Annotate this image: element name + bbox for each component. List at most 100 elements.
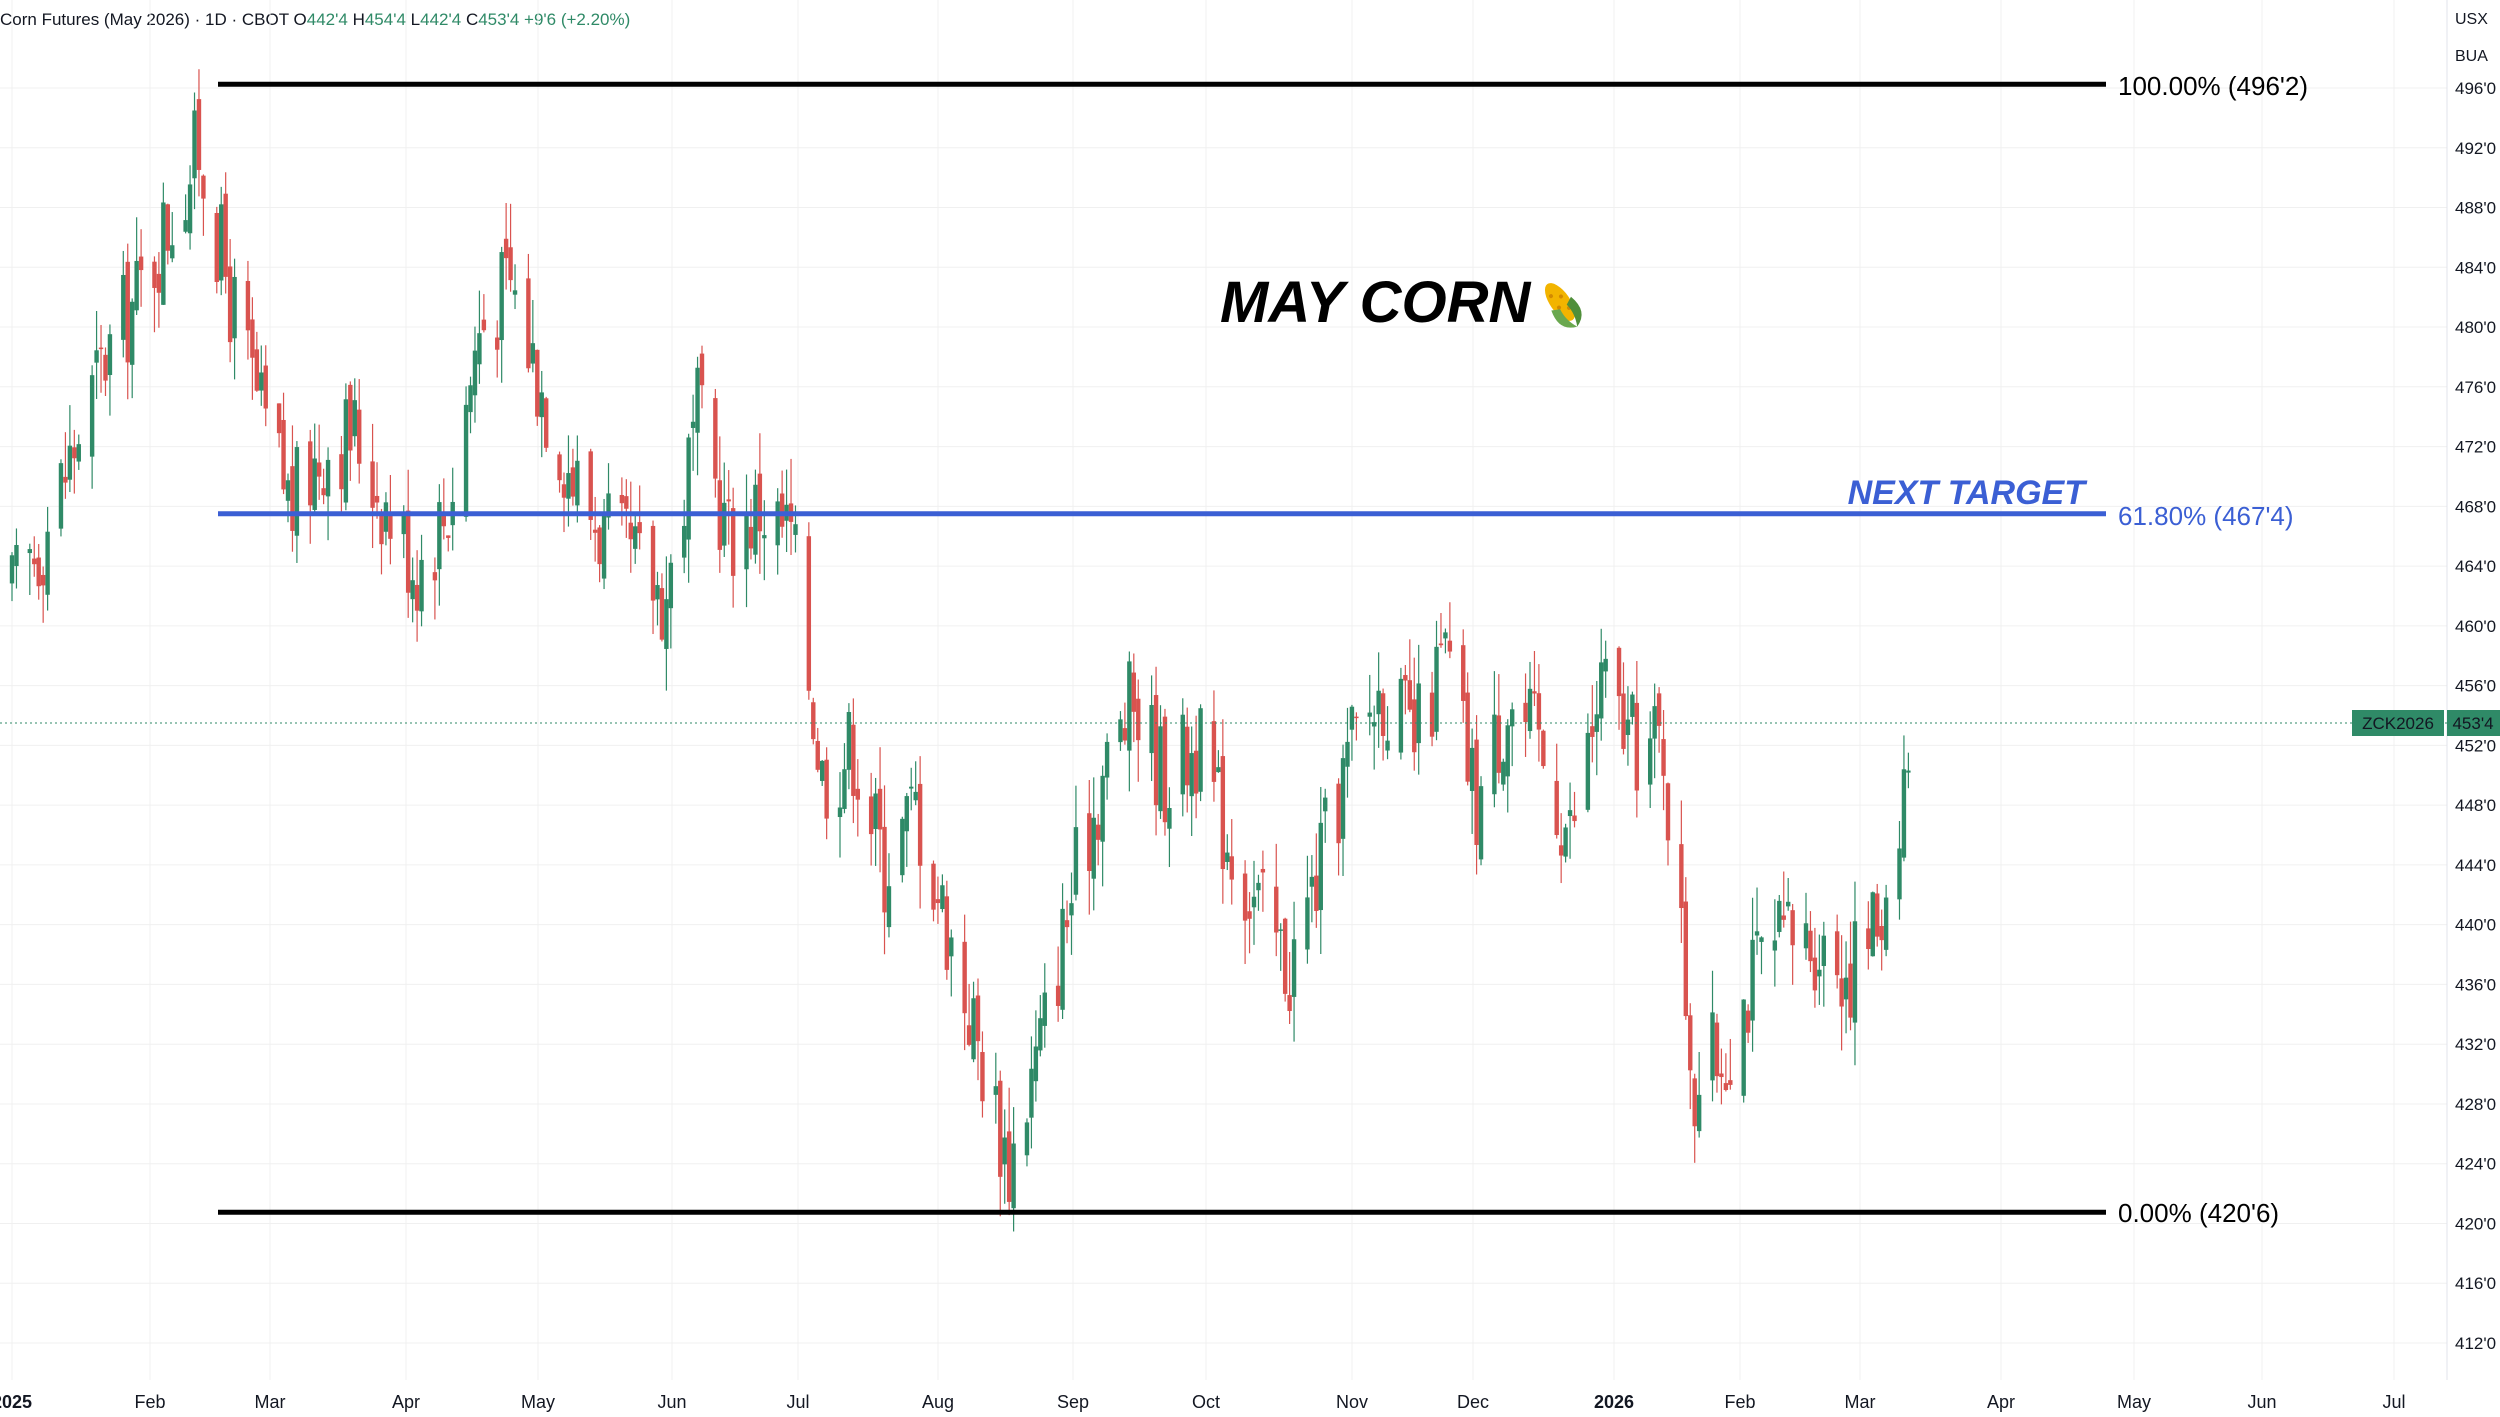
symbol-badge xyxy=(2352,710,2444,736)
candle-body xyxy=(1305,897,1310,950)
candle-body xyxy=(1572,815,1577,822)
candle-body xyxy=(348,384,353,451)
time-tick-label: Oct xyxy=(1192,1392,1220,1412)
candle-body xyxy=(650,525,656,601)
candle-body xyxy=(1323,797,1328,812)
time-tick-label: Feb xyxy=(134,1392,165,1412)
symbol-badge-text: ZCK2026 xyxy=(2362,714,2434,733)
candle-body xyxy=(904,796,909,832)
time-axis[interactable]: 2025 Feb Mar Apr May Jun Jul Aug Sep Oct Nov Dec 202… xyxy=(0,1392,2406,1412)
candle-body xyxy=(1336,783,1341,844)
candle-body xyxy=(1398,678,1404,753)
candle-body xyxy=(1340,758,1346,839)
candle-body xyxy=(975,995,981,1042)
candle-body xyxy=(882,826,887,913)
candle-body xyxy=(1478,786,1484,860)
candle-body xyxy=(744,515,749,570)
candle-body xyxy=(219,204,224,281)
candle-body xyxy=(263,365,268,409)
candle-body xyxy=(811,702,816,740)
candle-body xyxy=(1291,939,1297,997)
last-price-badge xyxy=(2447,710,2500,736)
price-tick-label: 420'0 xyxy=(2455,1214,2496,1233)
instrument-title: Corn Futures (May 2026) · 1D · CBOT xyxy=(0,10,289,29)
candle-body xyxy=(940,885,945,910)
candle-body xyxy=(379,512,384,545)
price-tick-label: 484'0 xyxy=(2455,258,2496,277)
candle-body xyxy=(815,740,820,770)
candle-body xyxy=(250,319,255,358)
candle-body xyxy=(1754,931,1760,936)
low-value: 442'4 xyxy=(420,10,462,29)
candle-body xyxy=(1817,969,1822,977)
candle-body xyxy=(1006,1131,1012,1202)
candle-body xyxy=(1634,702,1640,791)
candle-body xyxy=(913,791,918,801)
candle-body xyxy=(1875,893,1880,937)
candle-body xyxy=(1469,747,1475,791)
price-tick-label: 460'0 xyxy=(2455,617,2496,636)
candle-body xyxy=(633,526,638,549)
candle-body xyxy=(1665,783,1671,841)
candle-body xyxy=(535,349,540,417)
price-tick-label: 468'0 xyxy=(2455,497,2496,516)
price-tick-label: 476'0 xyxy=(2455,378,2496,397)
grid xyxy=(0,0,2447,1380)
time-tick-label: Jun xyxy=(657,1392,686,1412)
price-tick-label: 492'0 xyxy=(2455,139,2496,158)
time-tick-label: Jul xyxy=(2382,1392,2405,1412)
candle-body xyxy=(254,349,260,391)
open-label: O xyxy=(293,10,307,29)
candle-body xyxy=(125,261,130,363)
candle-body xyxy=(1585,732,1591,810)
candle-body xyxy=(1554,780,1559,836)
candle-body xyxy=(1136,698,1141,741)
time-tick-label: Jul xyxy=(786,1392,809,1412)
candle-body xyxy=(1024,1122,1030,1156)
candle-body xyxy=(690,421,696,428)
candle-body xyxy=(357,409,362,464)
candle-body xyxy=(686,437,691,540)
candle-body xyxy=(103,354,108,381)
last-price-badge-text: 453'4 xyxy=(2452,714,2493,733)
candle-body xyxy=(655,585,660,600)
candle-body xyxy=(1033,1046,1039,1082)
price-axis[interactable]: 496'0 492'0 488'0 484'0 480'0 476'0 472'0 468'0… xyxy=(2455,79,2496,1353)
candle-body xyxy=(1696,1094,1702,1132)
candle-body xyxy=(557,454,562,481)
candle-body xyxy=(1630,694,1635,717)
candle-body xyxy=(1772,940,1778,951)
candle-body xyxy=(1131,672,1137,712)
candle-body xyxy=(1803,923,1809,949)
candle-body xyxy=(966,1025,972,1045)
candle-body xyxy=(1198,708,1203,792)
candle-body xyxy=(312,458,317,510)
candle-body xyxy=(1158,726,1163,812)
price-tick-label: 472'0 xyxy=(2455,438,2496,457)
time-tick-label: Mar xyxy=(255,1392,286,1412)
candle-body xyxy=(530,343,536,364)
candle-body xyxy=(1064,920,1070,928)
candle-body xyxy=(1688,1015,1693,1071)
candle-body xyxy=(757,473,763,532)
candle-body xyxy=(699,353,705,386)
candle-body xyxy=(949,937,954,957)
candle-body xyxy=(1759,937,1764,942)
candle-body xyxy=(285,480,291,501)
candle-body xyxy=(1723,1083,1729,1090)
candle-body xyxy=(935,899,941,904)
candle-body xyxy=(628,522,633,540)
candle-body xyxy=(762,535,767,539)
candle-body xyxy=(806,536,812,691)
candle-body xyxy=(432,572,438,581)
candle-body xyxy=(722,502,727,546)
candle-body xyxy=(1189,753,1194,797)
candle-body xyxy=(851,724,856,796)
candle-body xyxy=(281,419,286,490)
candle-body xyxy=(1728,1080,1733,1085)
time-tick-label: May xyxy=(521,1392,555,1412)
candle-body xyxy=(1416,683,1421,744)
candle-body xyxy=(36,557,41,587)
candle-body xyxy=(1091,817,1096,879)
